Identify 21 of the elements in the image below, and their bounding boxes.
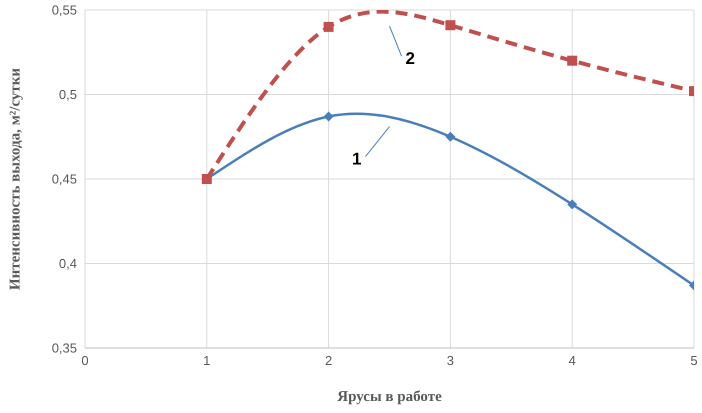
y-tick-label: 0,55	[52, 2, 77, 18]
x-tick-label: 4	[568, 353, 576, 368]
point	[567, 199, 578, 210]
point	[324, 22, 334, 32]
x-tick-label: 2	[324, 353, 332, 368]
x-tick-label: 0	[81, 353, 89, 368]
x-axis-title: Ярусы в работе	[337, 389, 442, 405]
y-tick-label: 0,5	[58, 87, 77, 102]
point	[445, 20, 456, 30]
x-tick-label: 1	[203, 353, 210, 368]
series-label: 2	[406, 49, 415, 68]
point	[567, 56, 578, 66]
y-tick-label: 0,45	[52, 172, 77, 187]
x-tick-label: 3	[446, 353, 454, 368]
y-axis-title: Интенсивность выхода, м²/сутки	[7, 68, 24, 290]
y-tick-label: 0,35	[52, 340, 77, 356]
text: 1	[352, 150, 362, 169]
point	[445, 132, 456, 142]
y-tick-label: 0,4	[58, 256, 77, 272]
point	[324, 111, 334, 122]
x-tick-label: 5	[690, 353, 698, 368]
